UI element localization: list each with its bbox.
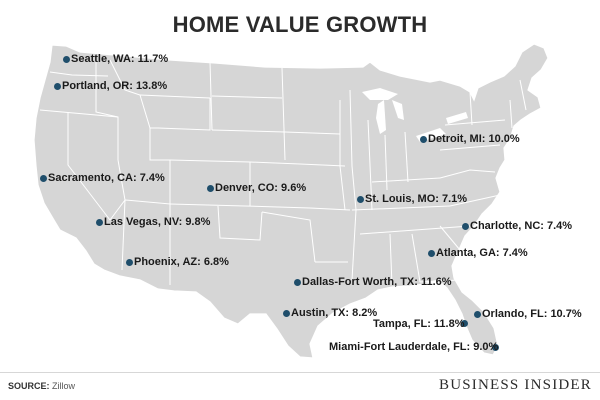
city-marker-dot <box>125 258 133 266</box>
city-label: Dallas-Fort Worth, TX: 11.6% <box>302 276 452 288</box>
city-label: Orlando, FL: 10.7% <box>482 308 582 320</box>
city-marker-dot <box>39 174 47 182</box>
city-marker-dot <box>427 249 435 257</box>
city-label: Portland, OR: 13.8% <box>62 80 168 92</box>
city-marker-dot <box>461 222 469 230</box>
city-label: Las Vegas, NV: 9.8% <box>104 216 211 228</box>
city-marker-dot <box>62 55 70 63</box>
city-label: St. Louis, MO: 7.1% <box>365 193 468 205</box>
source-value: Zillow <box>52 381 76 391</box>
city-label: Charlotte, NC: 7.4% <box>470 220 573 232</box>
city-marker-dot <box>356 195 364 203</box>
footer-divider <box>0 372 600 373</box>
city-marker-dot <box>473 310 481 318</box>
source-label: SOURCE: <box>8 381 50 391</box>
city-marker-dot <box>95 218 103 226</box>
city-marker-dot <box>419 135 427 143</box>
city-label: Seattle, WA: 11.7% <box>71 53 169 65</box>
business-insider-logo: BUSINESS INSIDER <box>439 377 592 393</box>
city-label: Austin, TX: 8.2% <box>291 307 378 319</box>
state-borders <box>39 59 527 286</box>
city-marker-dot <box>460 319 468 327</box>
map-title: HOME VALUE GROWTH <box>172 12 428 37</box>
city-label: Sacramento, CA: 7.4% <box>48 172 165 184</box>
city-label: Atlanta, GA: 7.4% <box>436 247 528 259</box>
city-label: Miami-Fort Lauderdale, FL: 9.0% <box>329 341 499 353</box>
city-label: Denver, CO: 9.6% <box>215 182 307 194</box>
city-marker-dot <box>53 82 61 90</box>
city-marker-dot <box>282 309 290 317</box>
city-label: Detroit, MI: 10.0% <box>428 133 520 145</box>
city-label: Tampa, FL: 11.8% <box>373 318 465 330</box>
city-marker-dot <box>293 278 301 286</box>
city-marker-dot <box>491 343 499 351</box>
city-marker-dot <box>206 184 214 192</box>
city-label: Phoenix, AZ: 6.8% <box>134 256 229 268</box>
source-note: SOURCE: Zillow <box>8 381 75 391</box>
